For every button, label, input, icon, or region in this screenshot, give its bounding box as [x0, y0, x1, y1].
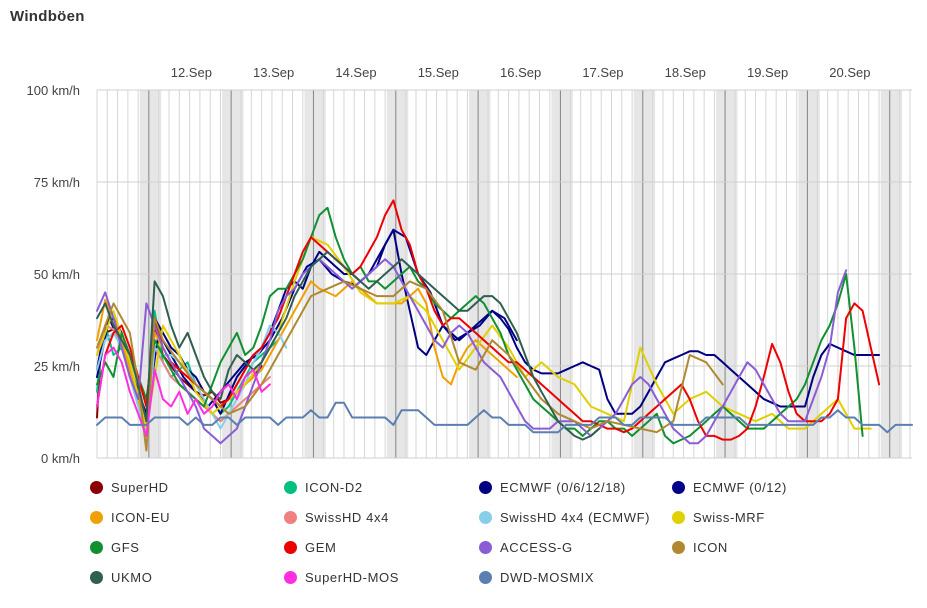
x-tick-label: 15.Sep — [418, 65, 459, 80]
y-tick-label: 25 km/h — [34, 359, 80, 374]
legend-label: Swiss-MRF — [693, 509, 765, 525]
x-tick-label: 19.Sep — [747, 65, 788, 80]
legend-label: ECMWF (0/12) — [693, 479, 787, 495]
series-line-ecmwf-0-12 — [96, 228, 518, 415]
legend-color-dot — [90, 540, 103, 554]
y-tick-label: 75 km/h — [34, 175, 80, 190]
legend-label: SuperHD — [111, 479, 169, 495]
x-tick-label: 13.Sep — [253, 65, 294, 80]
legend-item[interactable]: DWD-MOSMIX — [479, 568, 594, 586]
x-tick-label: 17.Sep — [582, 65, 623, 80]
legend-item[interactable]: SuperHD-MOS — [284, 568, 399, 586]
x-tick-label: 12.Sep — [171, 65, 212, 80]
legend-color-dot — [284, 510, 297, 524]
series-line-access-g — [96, 258, 848, 445]
chart-title: Windböen — [10, 8, 85, 25]
y-tick-label: 0 km/h — [41, 451, 80, 466]
legend-item[interactable]: SwissHD 4x4 — [284, 508, 389, 526]
legend-color-dot — [479, 540, 492, 554]
legend-color-dot — [284, 540, 297, 554]
x-tick-label: 14.Sep — [335, 65, 376, 80]
series-line-superhd-mos — [96, 346, 271, 437]
legend-item[interactable]: SuperHD — [90, 478, 169, 496]
series-line-icon — [96, 280, 724, 452]
y-tick-label: 100 km/h — [27, 83, 80, 98]
legend-label: GEM — [305, 539, 337, 555]
legend-label: ICON-EU — [111, 509, 171, 525]
legend-item[interactable]: GEM — [284, 538, 336, 556]
legend-label: ICON — [693, 539, 728, 555]
legend-item[interactable]: ECMWF (0/6/12/18) — [479, 478, 626, 496]
legend-color-dot — [479, 480, 492, 494]
legend-color-dot — [479, 510, 492, 524]
legend-item[interactable]: SwissHD 4x4 (ECMWF) — [479, 508, 650, 526]
legend-color-dot — [672, 540, 685, 554]
legend-item[interactable]: ECMWF (0/12) — [672, 478, 787, 496]
legend-item[interactable]: ACCESS-G — [479, 538, 573, 556]
x-tick-label: 20.Sep — [829, 65, 870, 80]
legend-label: GFS — [111, 539, 140, 555]
legend-color-dot — [672, 510, 685, 524]
legend-label: ECMWF (0/6/12/18) — [500, 479, 626, 495]
series-line-ukmo — [96, 250, 601, 441]
legend-item[interactable]: ICON — [672, 538, 728, 556]
legend-item[interactable]: GFS — [90, 538, 140, 556]
legend-color-dot — [284, 480, 297, 494]
x-tick-label: 16.Sep — [500, 65, 541, 80]
x-tick-label: 18.Sep — [665, 65, 706, 80]
y-tick-label: 50 km/h — [34, 267, 80, 282]
legend-label: UKMO — [111, 569, 153, 585]
legend-color-dot — [672, 480, 685, 494]
legend-label: SwissHD 4x4 (ECMWF) — [500, 509, 651, 525]
legend-item[interactable]: ICON-EU — [90, 508, 170, 526]
legend-color-dot — [479, 570, 492, 584]
legend-label: ACCESS-G — [500, 539, 573, 555]
legend-color-dot — [90, 510, 103, 524]
legend-color-dot — [284, 570, 297, 584]
legend-color-dot — [90, 570, 103, 584]
legend-item[interactable]: Swiss-MRF — [672, 508, 765, 526]
legend-label: DWD-MOSMIX — [500, 569, 595, 585]
legend-item[interactable]: UKMO — [90, 568, 152, 586]
legend-label: SwissHD 4x4 — [305, 509, 389, 525]
legend-color-dot — [90, 480, 103, 494]
legend-item[interactable]: ICON-D2 — [284, 478, 363, 496]
series-line-dwd-mosmix — [96, 401, 913, 434]
legend-label: SuperHD-MOS — [305, 569, 400, 585]
legend-label: ICON-D2 — [305, 479, 363, 495]
